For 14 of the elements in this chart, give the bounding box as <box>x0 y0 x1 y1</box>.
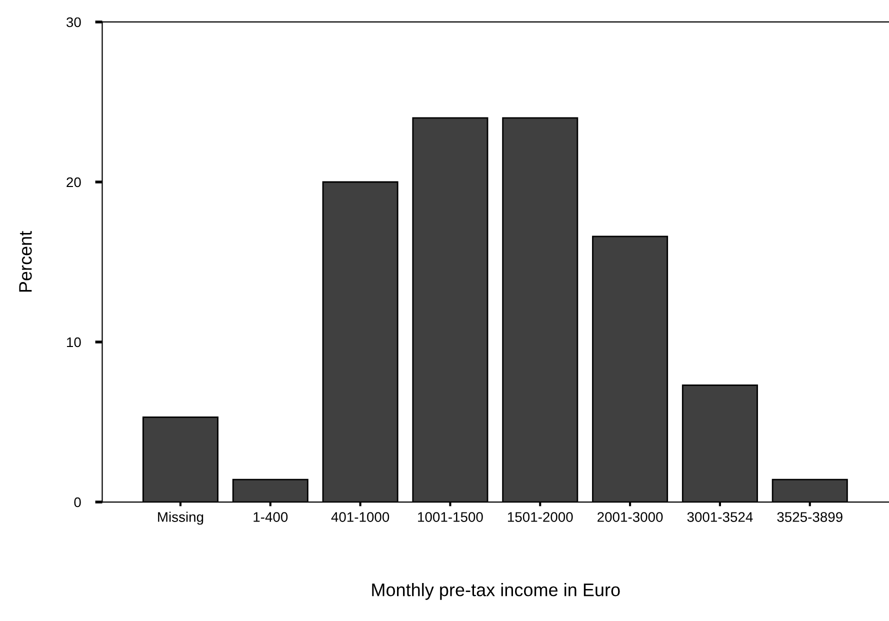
x-tick-label: 1001-1500 <box>418 512 483 522</box>
x-tick-label: 3001-3524 <box>687 512 753 522</box>
y-axis-title: Percent <box>19 231 32 292</box>
x-axis-title: Monthly pre-tax income in Euro <box>372 583 620 600</box>
x-tick-label: 3525-3899 <box>777 512 842 522</box>
y-tick-label: 30 <box>66 17 81 28</box>
y-tick-label: 0 <box>74 497 81 508</box>
x-tick-label: 1-400 <box>254 512 288 522</box>
x-tick-label: 1501-2000 <box>508 512 573 522</box>
x-tick-label: 401-1000 <box>331 512 390 522</box>
y-tick-label: 20 <box>66 177 81 188</box>
x-tick-label: Missing <box>158 512 204 525</box>
y-tick-label: 10 <box>67 337 81 348</box>
x-tick-label: 2001-3000 <box>598 512 663 522</box>
